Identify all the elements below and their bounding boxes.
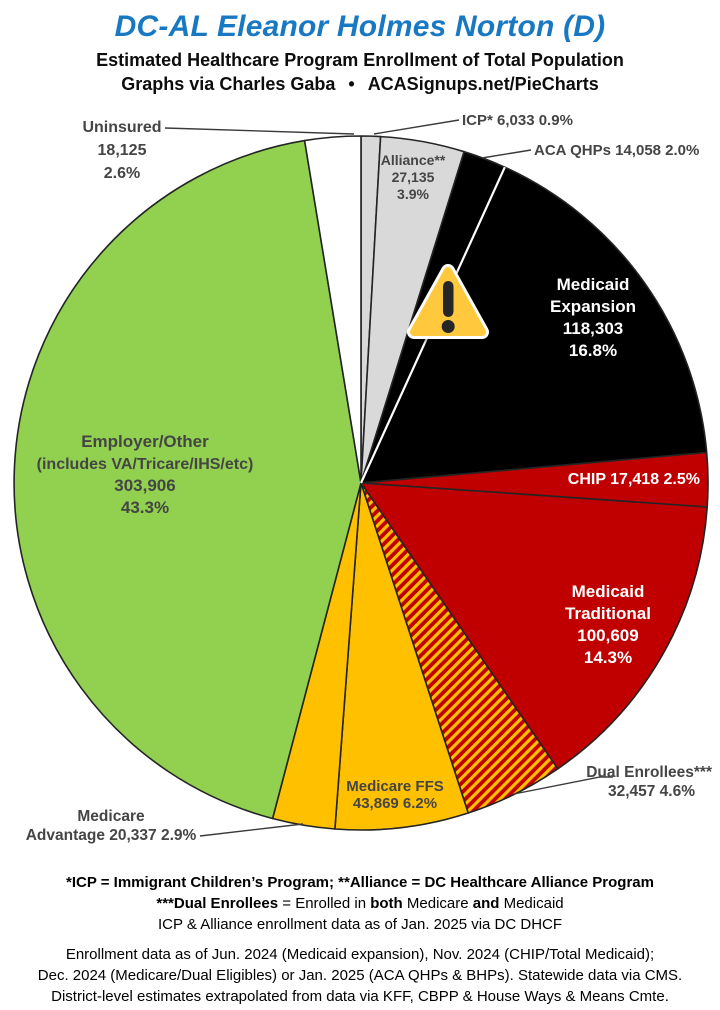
footnote-dual-bold: ***Dual Enrollees — [156, 895, 279, 912]
alliance-label: Alliance** 27,135 3.9% — [381, 152, 446, 202]
aca-qhps-callout-line — [481, 149, 532, 159]
uninsured-callout-line — [164, 127, 355, 135]
dual-enrollees-label-line2: 32,457 4.6% — [608, 783, 695, 800]
dual-enrollees-callout-line — [513, 776, 613, 795]
header: DC-AL Eleanor Holmes Norton (D) Estimate… — [0, 0, 720, 95]
medicaid-traditional-label-line3: 100,609 — [577, 626, 638, 645]
employer-other-label-line2: (includes VA/Tricare/IHS/etc) — [37, 456, 254, 473]
footnote-line2-text3: Medicaid — [499, 895, 564, 912]
source-note-line1: Enrollment data as of Jun. 2024 (Medicai… — [65, 946, 655, 963]
medicare-ffs-label: Medicare FFS 43,869 6.2% — [346, 778, 444, 812]
employer-other-label-line1: Employer/Other — [81, 432, 209, 451]
pie-slice-medicaid-expansion — [360, 166, 708, 484]
medicare-advantage-callout-line — [199, 823, 304, 837]
uninsured-label-line2: 18,125 — [98, 142, 147, 159]
alliance-label-line3: 3.9% — [397, 186, 429, 202]
chip-label: CHIP 17,418 2.5% — [568, 471, 700, 488]
footnote-and-bold: and — [472, 895, 500, 912]
chart-subtitle: Estimated Healthcare Program Enrollment … — [96, 50, 624, 70]
byline: Graphs via Charles Gaba • ACASignups.net/P… — [0, 73, 720, 95]
icp-label-line1: ICP* 6,033 0.9% — [462, 112, 573, 129]
uninsured-label-line3: 2.6% — [104, 165, 140, 182]
medicaid-expansion-label-line2: Expansion — [550, 297, 636, 316]
medicaid-traditional-label-line2: Traditional — [565, 604, 651, 623]
footnote-line2-text2: Medicare — [402, 895, 473, 912]
footnote-line2: ***Dual Enrollees = Enrolled in both Med… — [0, 893, 720, 914]
source-note-line3: District-level estimates extrapolated fr… — [51, 988, 669, 1005]
footnote-line3: ICP & Alliance enrollment data as of Jan… — [157, 916, 563, 933]
employer-other-label-line4: 43.3% — [121, 498, 169, 517]
alliance-label-line2: 27,135 — [392, 169, 435, 185]
aca-qhps-label-line1: ACA QHPs 14,058 2.0% — [534, 142, 699, 159]
dual-enrollees-label-line1: Dual Enrollees*** — [586, 764, 713, 781]
medicare-ffs-label-line2: 43,869 6.2% — [353, 795, 437, 812]
medicaid-expansion-label-line1: Medicaid — [557, 275, 630, 294]
bullet-icon: • — [348, 74, 355, 94]
chip-label-line1: CHIP 17,418 2.5% — [568, 471, 700, 488]
footnote-line2-text1: = Enrolled in — [278, 895, 371, 912]
medicaid-traditional-label-line1: Medicaid — [572, 582, 645, 601]
source-note-line2: Dec. 2024 (Medicare/Dual Eligibles) or J… — [37, 967, 683, 984]
pie-slice-medicaid-traditional — [360, 482, 708, 770]
uninsured-label: Uninsured 18,125 2.6% — [82, 119, 161, 182]
alliance-label-line1: Alliance** — [381, 152, 446, 168]
medicare-ffs-label-line1: Medicare FFS — [346, 778, 444, 795]
icp-callout-line — [373, 119, 460, 135]
byline-author: Graphs via Charles Gaba — [121, 74, 336, 94]
warning-icon — [407, 264, 489, 339]
medicaid-expansion-label: Medicaid Expansion 118,303 16.8% — [550, 275, 636, 360]
pie-slice-employer-other — [13, 139, 362, 820]
medicaid-traditional-label: Medicaid Traditional 100,609 14.3% — [565, 582, 651, 667]
icp-label: ICP* 6,033 0.9% — [462, 112, 573, 129]
pie-slice-uninsured — [303, 135, 362, 484]
employer-other-label: Employer/Other (includes VA/Tricare/IHS/… — [37, 432, 254, 517]
medicaid-traditional-label-line4: 14.3% — [584, 648, 632, 667]
aca-qhps-label: ACA QHPs 14,058 2.0% — [534, 142, 699, 159]
medicare-advantage-label-line1: Medicare — [77, 808, 145, 825]
source-note: Enrollment data as of Jun. 2024 (Medicai… — [0, 944, 720, 1007]
medicare-advantage-label-line2: Advantage 20,337 2.9% — [26, 827, 197, 844]
pie-slice-medicare-ffs — [334, 482, 469, 831]
medicare-advantage-label: Medicare Advantage 20,337 2.9% — [26, 808, 197, 844]
uninsured-label-line1: Uninsured — [82, 119, 161, 136]
footnote-both-bold: both — [370, 895, 403, 912]
medicaid-expansion-label-line4: 16.8% — [569, 341, 617, 360]
byline-site: ACASignups.net/PieCharts — [367, 74, 599, 94]
dual-enrollees-label: Dual Enrollees*** 32,457 4.6% — [586, 764, 713, 800]
page-title: DC-AL Eleanor Holmes Norton (D) — [114, 10, 606, 43]
medicaid-expansion-label-line3: 118,303 — [563, 319, 624, 338]
footnote-line1: *ICP = Immigrant Children’s Program; **A… — [66, 874, 654, 891]
footnotes: *ICP = Immigrant Children’s Program; **A… — [0, 872, 720, 935]
employer-other-label-line3: 303,906 — [114, 476, 175, 495]
